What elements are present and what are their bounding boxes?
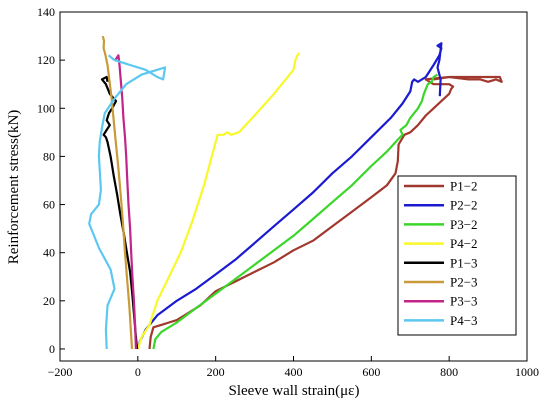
series-line-3 xyxy=(152,73,439,350)
y-tick-label: 120 xyxy=(37,53,55,67)
series-line-7 xyxy=(114,54,137,350)
series-line-4 xyxy=(136,52,301,350)
y-tick-label: 100 xyxy=(37,101,55,115)
legend-label: P2−2 xyxy=(450,198,478,213)
y-tick-label: 20 xyxy=(43,294,55,308)
y-tick-label: 60 xyxy=(43,198,55,212)
legend-box xyxy=(397,175,517,336)
x-tick-label: 400 xyxy=(285,365,303,379)
x-tick-label: 200 xyxy=(207,365,225,379)
x-tick-label: 0 xyxy=(135,365,141,379)
series-layer xyxy=(88,35,503,350)
legend-label: P4−3 xyxy=(450,313,478,328)
y-tick-label: 80 xyxy=(43,149,55,163)
legend-label: P3−2 xyxy=(450,217,478,232)
series-line-6 xyxy=(101,35,134,350)
legend-label: P4−2 xyxy=(450,236,478,251)
legend: P1−2 P2−2 P3−2 P4−2 P1−3 P2−3 P3−3 P4−3 xyxy=(397,175,517,336)
legend-label: P2−3 xyxy=(450,275,478,290)
y-axis-title: Reinforcement stress(kN) xyxy=(6,110,22,265)
series-line-5 xyxy=(100,75,139,350)
y-tick-label: 40 xyxy=(43,246,55,260)
x-tick-label: −200 xyxy=(48,365,73,379)
series-line-2 xyxy=(136,42,443,350)
series-line-8 xyxy=(88,54,167,350)
y-tick-label: 140 xyxy=(37,5,55,19)
x-tick-label: 1000 xyxy=(515,365,539,379)
x-tick-label: 600 xyxy=(362,365,380,379)
y-tick-label: 0 xyxy=(49,342,55,356)
legend-label: P3−3 xyxy=(450,294,478,309)
x-tick-label: 800 xyxy=(440,365,458,379)
x-axis-title: Sleeve wall strain(με) xyxy=(229,383,360,399)
axis-layer: −200 0 200 400 600 800 1000 0 20 40 60 80 100 120 140 xyxy=(37,5,539,379)
legend-label: P1−2 xyxy=(450,179,478,194)
legend-label: P1−3 xyxy=(450,255,478,270)
